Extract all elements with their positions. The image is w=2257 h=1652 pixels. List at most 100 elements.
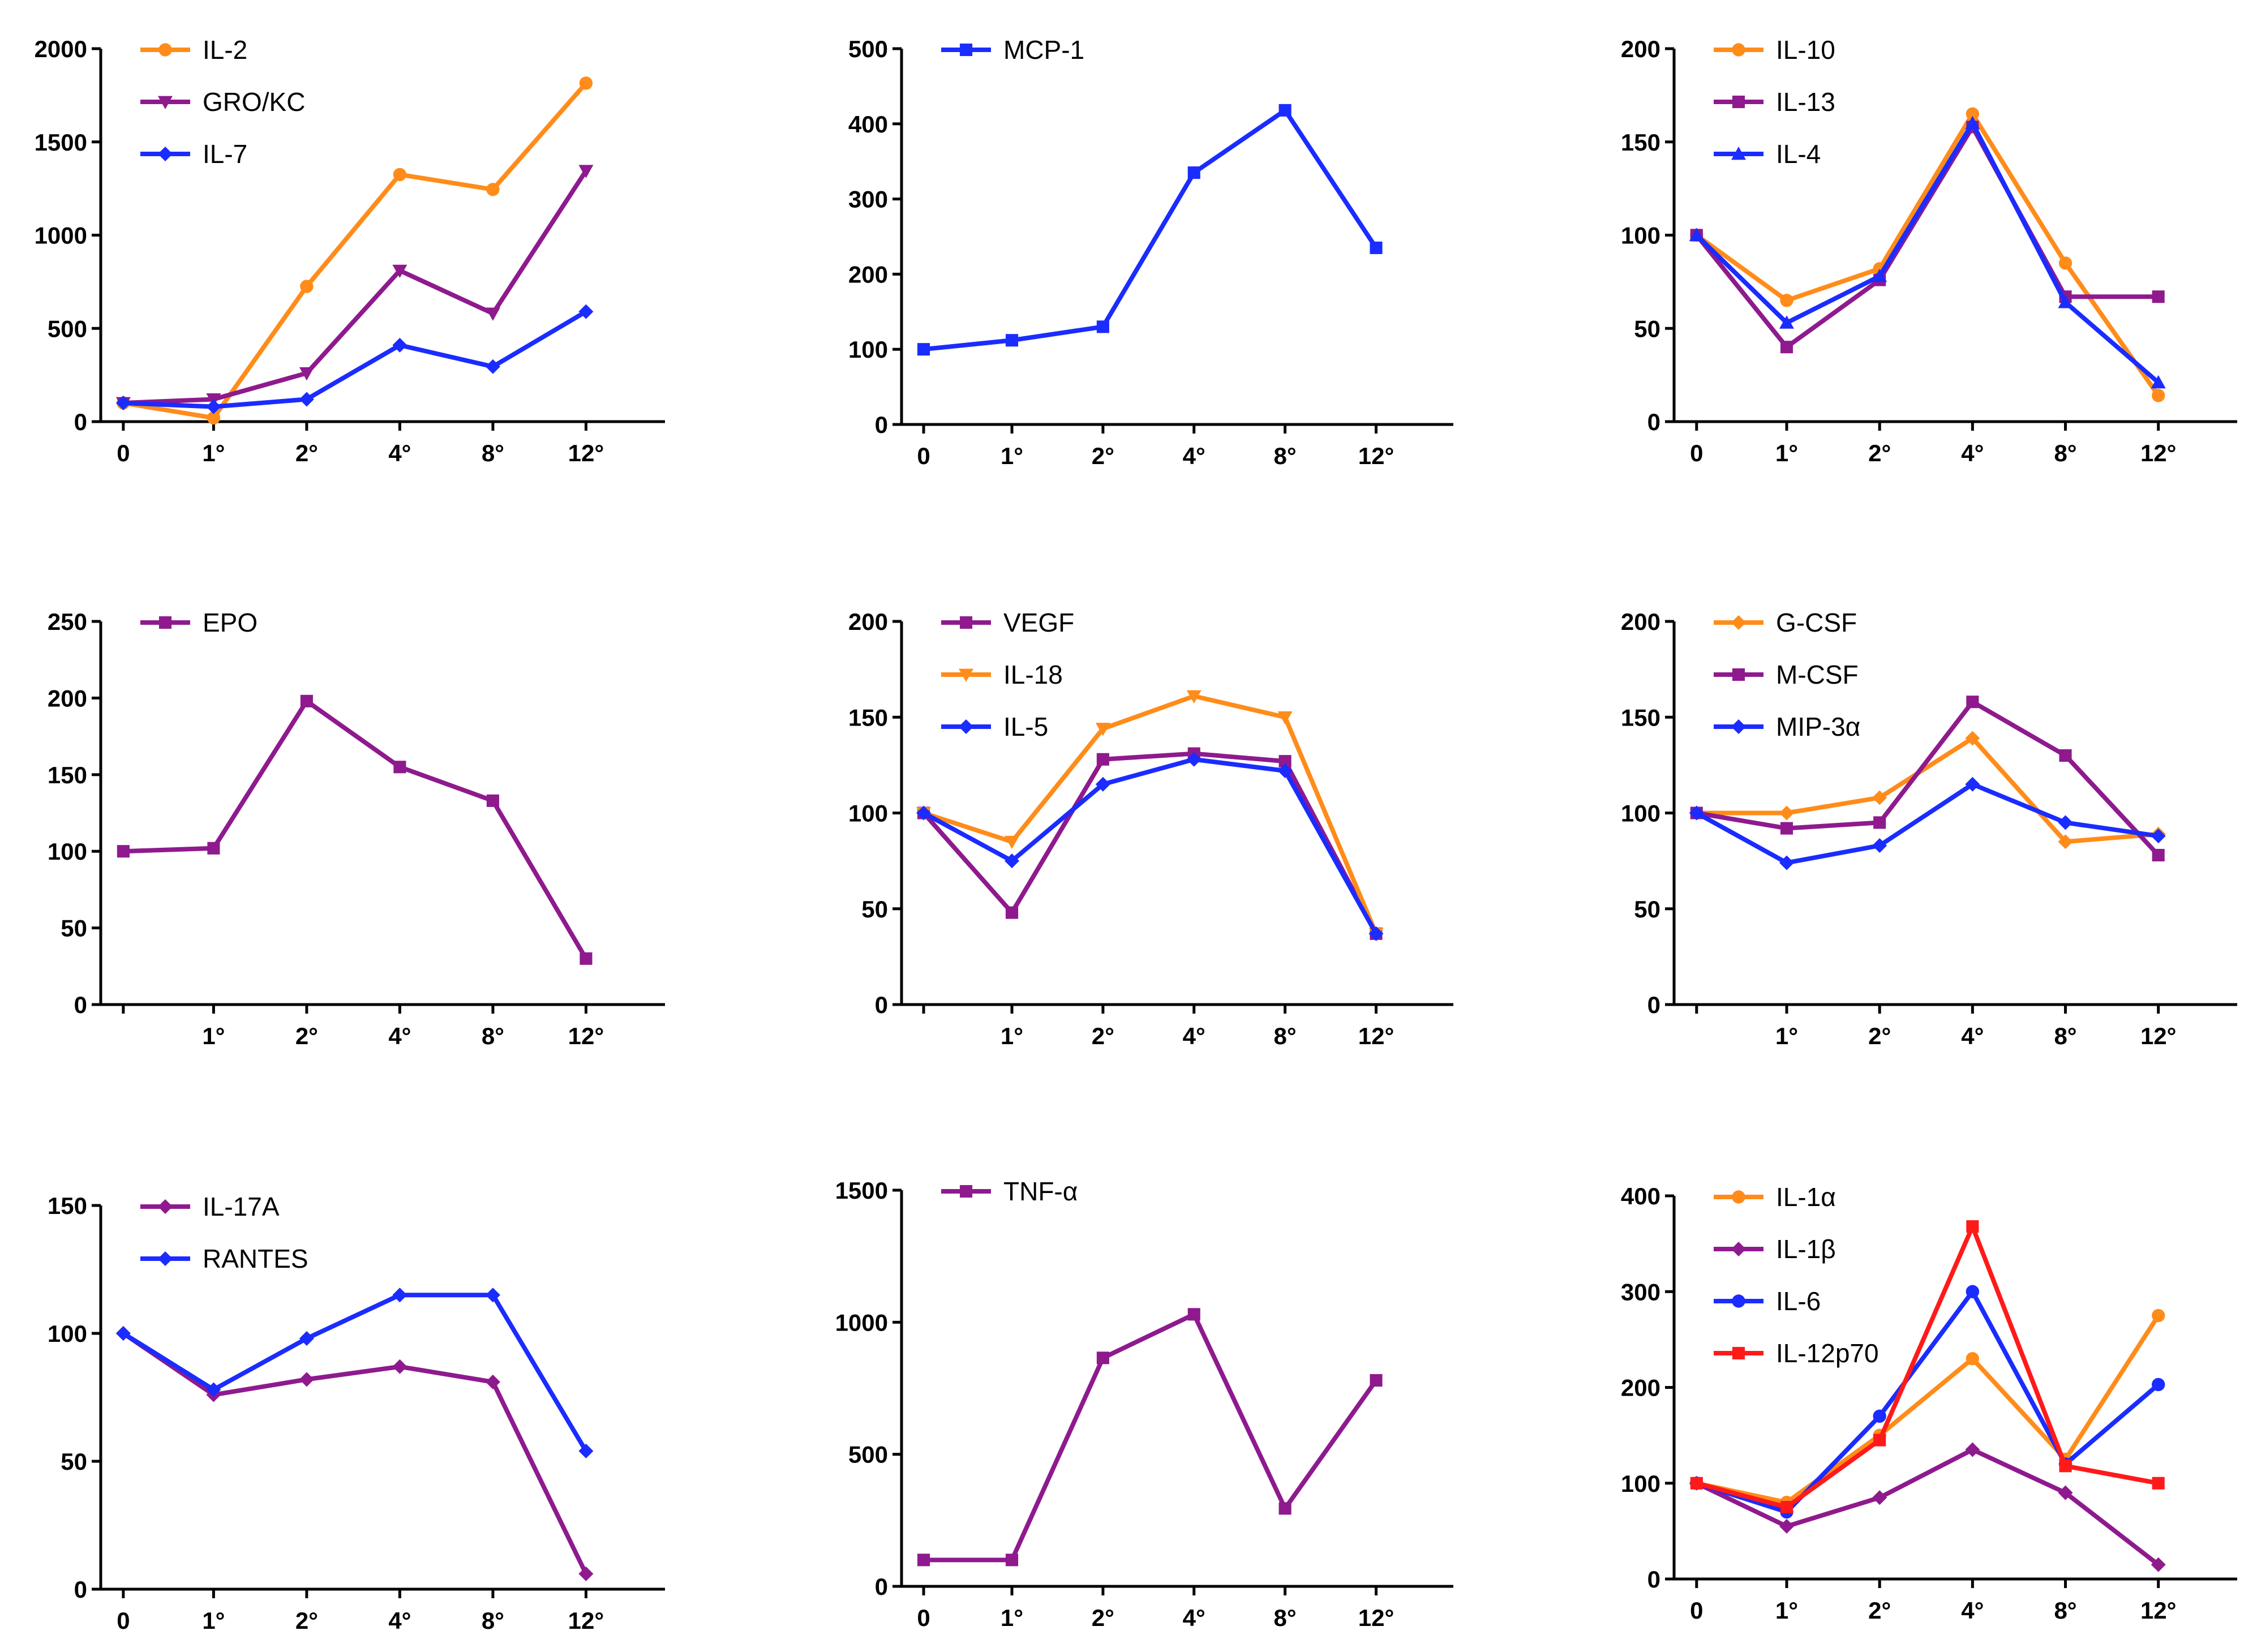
data-point bbox=[578, 304, 594, 319]
y-tick-label: 200 bbox=[1621, 1375, 1660, 1401]
x-tick-label: 2° bbox=[295, 1607, 318, 1634]
data-point bbox=[1965, 776, 1980, 792]
x-tick-label: 1° bbox=[1001, 443, 1023, 469]
data-point bbox=[1278, 104, 1291, 117]
data-point bbox=[1689, 228, 1704, 241]
data-point bbox=[1005, 334, 1019, 347]
x-tick-label: 8° bbox=[2054, 1023, 2076, 1049]
y-tick-label: 250 bbox=[48, 608, 87, 635]
chart-panel-3: 0 50 100 150 200 0 1° 2° 4° 8° 12° IL-10 IL-13 IL-4 bbox=[1621, 35, 2237, 466]
data-point bbox=[2152, 1477, 2165, 1490]
data-point bbox=[1278, 1502, 1291, 1515]
data-point bbox=[300, 280, 314, 293]
x-tick-label: 4° bbox=[1183, 443, 1205, 469]
data-point bbox=[2058, 295, 2073, 308]
legend-swatch-marker bbox=[959, 1185, 973, 1198]
y-tick-label: 2000 bbox=[35, 36, 87, 62]
series-line bbox=[1695, 121, 2160, 384]
data-point bbox=[115, 1326, 131, 1341]
chart-panel-4: 0 50 100 150 200 250 1° 2° 4° 8° 12° EPO bbox=[48, 608, 665, 1049]
y-tick-label: 0 bbox=[1647, 409, 1660, 435]
x-tick-label: 8° bbox=[2054, 1597, 2076, 1624]
data-point bbox=[485, 1374, 500, 1389]
legend-label: EPO bbox=[203, 608, 258, 637]
x-tick-label: 2° bbox=[1092, 1023, 1114, 1049]
data-point bbox=[1780, 822, 1793, 835]
x-tick-label: 0 bbox=[117, 440, 130, 466]
y-tick-label: 50 bbox=[61, 915, 87, 942]
series-line bbox=[1694, 125, 2159, 350]
data-point bbox=[1780, 1501, 1793, 1514]
x-tick-label: 2° bbox=[1092, 443, 1114, 469]
x-tick-label: 2° bbox=[1868, 1597, 1891, 1624]
data-point bbox=[485, 307, 500, 321]
series-line bbox=[1696, 736, 2159, 844]
series-line bbox=[122, 1293, 588, 1452]
data-point bbox=[1368, 926, 1384, 941]
legend-swatch-marker bbox=[158, 1251, 173, 1266]
y-tick-label: 1500 bbox=[835, 1177, 888, 1204]
legend-label: IL-1α bbox=[1776, 1182, 1836, 1212]
data-point bbox=[115, 396, 131, 411]
data-point bbox=[917, 1554, 930, 1567]
data-point bbox=[117, 845, 130, 858]
series-line bbox=[1696, 700, 2160, 857]
data-point bbox=[299, 392, 314, 407]
series-line bbox=[123, 81, 588, 420]
x-tick-label: 4° bbox=[1183, 1023, 1205, 1049]
legend-swatch-marker bbox=[158, 147, 173, 161]
data-point bbox=[1779, 805, 1794, 821]
y-tick-label: 50 bbox=[61, 1448, 87, 1475]
legend-label: IL-13 bbox=[1776, 87, 1835, 117]
data-point bbox=[1872, 790, 1887, 805]
y-tick-label: 0 bbox=[74, 1576, 87, 1603]
data-point bbox=[1095, 723, 1110, 736]
data-point bbox=[2152, 1308, 2165, 1323]
data-point bbox=[1965, 115, 1980, 130]
data-point bbox=[1689, 805, 1704, 821]
x-tick-label: 0 bbox=[917, 1604, 930, 1631]
x-tick-label: 4° bbox=[1961, 440, 1984, 466]
x-tick-label: 2° bbox=[295, 440, 318, 466]
x-tick-label: 12° bbox=[568, 1023, 604, 1049]
legend-swatch-marker bbox=[959, 719, 973, 734]
x-tick-label: 8° bbox=[1274, 1023, 1297, 1049]
data-point bbox=[2058, 834, 2073, 849]
y-tick-label: 1000 bbox=[35, 222, 87, 249]
data-point bbox=[1965, 1442, 1980, 1457]
data-point bbox=[1187, 1308, 1200, 1321]
x-tick-label: 1° bbox=[202, 1607, 225, 1634]
y-tick-label: 200 bbox=[848, 261, 888, 288]
x-tick-label: 0 bbox=[117, 1607, 130, 1634]
data-point bbox=[1278, 755, 1291, 768]
series-line bbox=[1696, 1314, 2161, 1505]
y-tick-label: 100 bbox=[848, 800, 888, 827]
series-line bbox=[1696, 1224, 2159, 1510]
legend-swatch-marker bbox=[1732, 1346, 1745, 1360]
x-tick-label: 8° bbox=[1274, 1604, 1297, 1631]
x-tick-label: 1° bbox=[1001, 1604, 1023, 1631]
data-point bbox=[1966, 107, 1980, 121]
y-tick-label: 500 bbox=[48, 315, 87, 342]
legend-swatch-marker bbox=[1731, 1242, 1746, 1256]
data-point bbox=[392, 1288, 407, 1303]
data-point bbox=[578, 165, 594, 178]
chart-panel-1: 0 500 1000 1500 2000 0 1° 2° 4° 8° 12° IL-2 GRO/KC IL… bbox=[35, 35, 665, 466]
y-tick-label: 200 bbox=[1621, 608, 1660, 635]
x-tick-label: 8° bbox=[482, 1023, 504, 1049]
data-point bbox=[2152, 389, 2165, 402]
x-tick-label: 8° bbox=[1274, 443, 1297, 469]
legend-swatch-marker bbox=[1732, 95, 1745, 109]
data-point bbox=[1780, 294, 1793, 307]
x-tick-label: 2° bbox=[1868, 1023, 1891, 1049]
data-point bbox=[206, 1382, 221, 1397]
data-point bbox=[2059, 1460, 2072, 1473]
data-point bbox=[917, 343, 930, 356]
data-point bbox=[2151, 375, 2166, 389]
data-point bbox=[392, 337, 407, 353]
legend-label: MCP-1 bbox=[1003, 35, 1084, 65]
series-line bbox=[922, 694, 1379, 935]
x-tick-label: 4° bbox=[388, 440, 411, 466]
legend-label: IL-1β bbox=[1776, 1234, 1836, 1264]
legend-label: TNF-α bbox=[1003, 1177, 1078, 1206]
